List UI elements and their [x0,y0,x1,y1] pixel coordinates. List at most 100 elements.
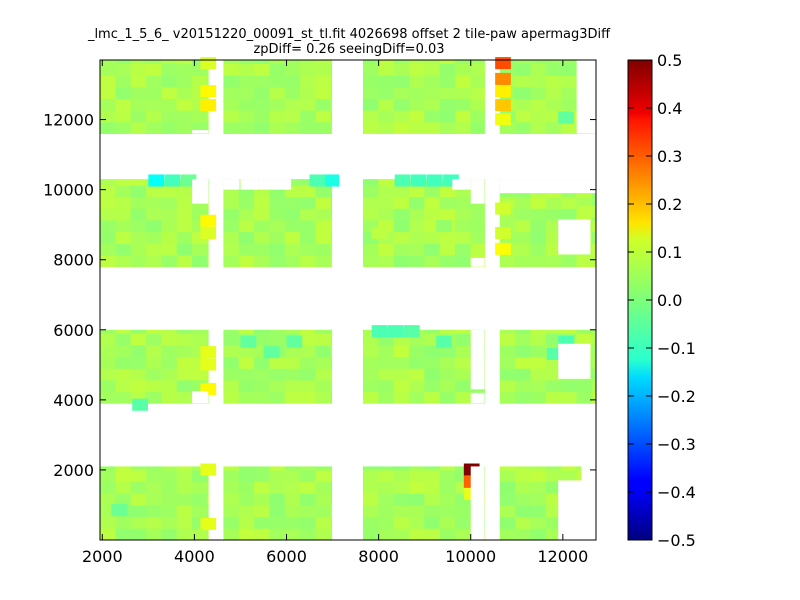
heatmap-cell [254,98,270,111]
heatmap-cell [454,333,471,346]
heatmap-cell [146,255,162,268]
heatmap-cell [100,208,116,221]
heatmap-cell [330,98,333,111]
heatmap-cell [176,345,193,358]
heatmap-cell [545,466,562,471]
heatmap-cell [408,98,425,111]
heatmap-cell [207,528,209,541]
heatmap-cell [300,329,316,334]
heatmap-cell-highlight [371,325,388,338]
heatmap-cell [470,86,472,99]
heatmap-cell [254,60,270,64]
heatmap-cell [530,469,547,483]
heatmap-cell [115,528,132,541]
heatmap-cell [378,356,395,369]
heatmap-cell [284,504,301,518]
heatmap-cell [161,185,178,198]
heatmap-cell [470,231,472,244]
heatmap-cell [115,243,132,256]
heatmap-cell [330,185,333,198]
heatmap-cell [530,345,547,358]
heatmap-cell [115,255,132,268]
heatmap-cell [284,231,301,244]
heatmap-cell [393,231,410,244]
heatmap-cell [100,121,116,134]
heatmap-cell [561,469,577,483]
heatmap-cell-highlight [200,85,217,98]
heatmap-cell [146,380,162,393]
heatmap-cell [269,481,286,494]
x-tick-label: 12000 [537,547,588,566]
heatmap-cell [207,75,209,88]
heatmap-cell [470,329,472,334]
heatmap-cell [146,243,162,256]
heatmap-cell [470,255,472,268]
heatmap-cell [470,231,485,244]
heatmap-cell [439,380,456,393]
heatmap-cell [176,243,193,256]
heatmap-cell [515,121,531,134]
heatmap-cell [362,121,379,134]
heatmap-cell [254,493,270,506]
heatmap-cell [176,110,193,123]
heatmap-cell [238,243,255,256]
heatmap-cell [408,356,425,369]
heatmap-cell [330,63,333,76]
heatmap-cell [315,329,332,334]
heatmap-cell [545,255,562,268]
heatmap-cell [100,255,116,268]
heatmap-cell [454,380,471,393]
heatmap-cell [530,333,547,346]
heatmap-cell [130,469,147,483]
heatmap-cell [300,493,316,506]
heatmap-cell [238,516,255,529]
heatmap-cell [300,179,316,186]
heatmap-cell [176,493,193,506]
heatmap-cell [192,368,208,381]
heatmap-cell [161,86,178,99]
heatmap-cell [378,185,395,198]
heatmap-cell [545,208,562,221]
heatmap-cell [223,231,240,244]
heatmap-cell [499,356,516,369]
heatmap-cell [545,504,562,518]
heatmap-cell [254,231,270,244]
heatmap-cell [499,345,516,358]
heatmap-cell [192,243,208,256]
heatmap-cell [130,63,147,76]
x-tick-label: 6000 [266,547,307,566]
heatmap-cell [470,63,472,76]
heatmap-cell [439,345,456,358]
heatmap-cell [115,63,132,76]
heatmap-cell [269,98,286,111]
heatmap-cell [439,469,456,483]
heatmap-cell [146,98,162,111]
heatmap-cell [100,98,116,111]
heatmap-cell [470,356,472,369]
heatmap-cell [207,329,209,334]
heatmap-cell [378,528,395,541]
heatmap-cell [207,243,209,256]
heatmap-cell [223,86,240,99]
heatmap-cell [130,329,147,334]
heatmap-cell [300,504,316,518]
heatmap-cell [330,220,333,233]
heatmap-cell [161,345,178,358]
heatmap-cell [530,528,547,541]
heatmap-cell [454,255,471,268]
heatmap-cell [115,368,132,381]
heatmap-cell-highlight [495,202,511,215]
heatmap-cell [207,110,209,123]
heatmap-cell [439,504,456,518]
heatmap-cell [362,208,379,221]
heatmap-cell [362,469,379,483]
heatmap-cell [315,466,332,471]
heatmap-cell [130,368,147,381]
heatmap-cell [207,481,209,494]
heatmap-cell [439,493,456,506]
heatmap-cell [424,481,441,494]
heatmap-cell [545,196,562,209]
heatmap-cell [393,380,410,393]
heatmap-cell [545,75,562,88]
heatmap-cell [561,63,577,76]
